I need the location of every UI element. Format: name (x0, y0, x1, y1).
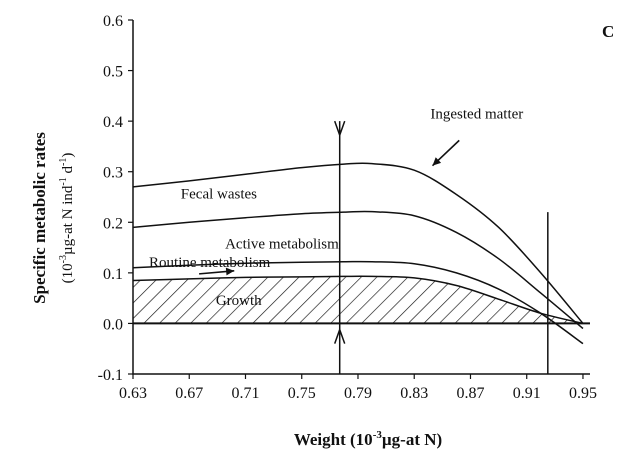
x-tick-label: 0.67 (175, 385, 203, 402)
y-axis-subtitle: (10-3µg-at N ind-1 d-1) (58, 153, 76, 284)
annotation-fecal-wastes: Fecal wastes (181, 187, 257, 203)
arrow-down-1 (333, 120, 346, 138)
annotations: Ingested matter Fecal wastes Active metabo… (149, 107, 523, 310)
series-lines (132, 162, 584, 345)
y-tick-label: 0.3 (103, 165, 123, 182)
x-tick-label: 0.79 (344, 385, 372, 402)
series-line-fecal-wastes (132, 210, 584, 330)
x-tick-label: 0.95 (569, 385, 597, 402)
series-line-active-metabolism (132, 260, 584, 345)
y-tick-label: -0.1 (98, 367, 123, 384)
series-line-routine-metabolism (132, 275, 584, 325)
annotation-ingested-matter: Ingested matter (430, 107, 523, 123)
x-tick-label: 0.63 (119, 385, 147, 402)
arrow-up-2 (333, 327, 346, 344)
x-tick-label: 0.83 (400, 385, 428, 402)
annotation-arrowhead-2 (225, 267, 235, 276)
x-axis-title: Weight (10-3µg-at N) (294, 429, 442, 449)
x-tick-label: 0.91 (513, 385, 541, 402)
annotation-routine-metabolism: Routine metabolism (149, 255, 271, 271)
annotation-active-metabolism: Active metabolism (225, 237, 339, 253)
reference-lines (333, 120, 549, 374)
series-line-ingested-matter (132, 162, 584, 324)
y-tick-labels: -0.1 0.0 0.1 0.2 0.3 0.4 0.5 0.6 (98, 13, 133, 384)
annotation-growth: Growth (216, 293, 262, 309)
x-tick-label: 0.71 (231, 385, 259, 402)
growth-region (133, 276, 583, 324)
y-tick-label: 0.2 (103, 215, 123, 232)
y-tick-label: 0.5 (103, 64, 123, 81)
growth-hatch (133, 276, 583, 324)
panel-label: C (602, 22, 614, 41)
y-tick-label: 0.1 (103, 266, 123, 283)
annotation-arrowhead-1 (432, 157, 442, 166)
x-tick-labels: 0.63 0.67 0.71 0.75 0.79 0.83 0.87 0.91 0.95 (119, 374, 597, 402)
y-tick-label: 0.0 (103, 316, 123, 333)
y-axis-title: Specific metabolic rates (30, 132, 49, 304)
x-tick-label: 0.87 (456, 385, 484, 402)
y-tick-label: 0.4 (103, 114, 123, 131)
y-tick-label: 0.6 (103, 13, 123, 30)
x-tick-label: 0.75 (288, 385, 316, 402)
